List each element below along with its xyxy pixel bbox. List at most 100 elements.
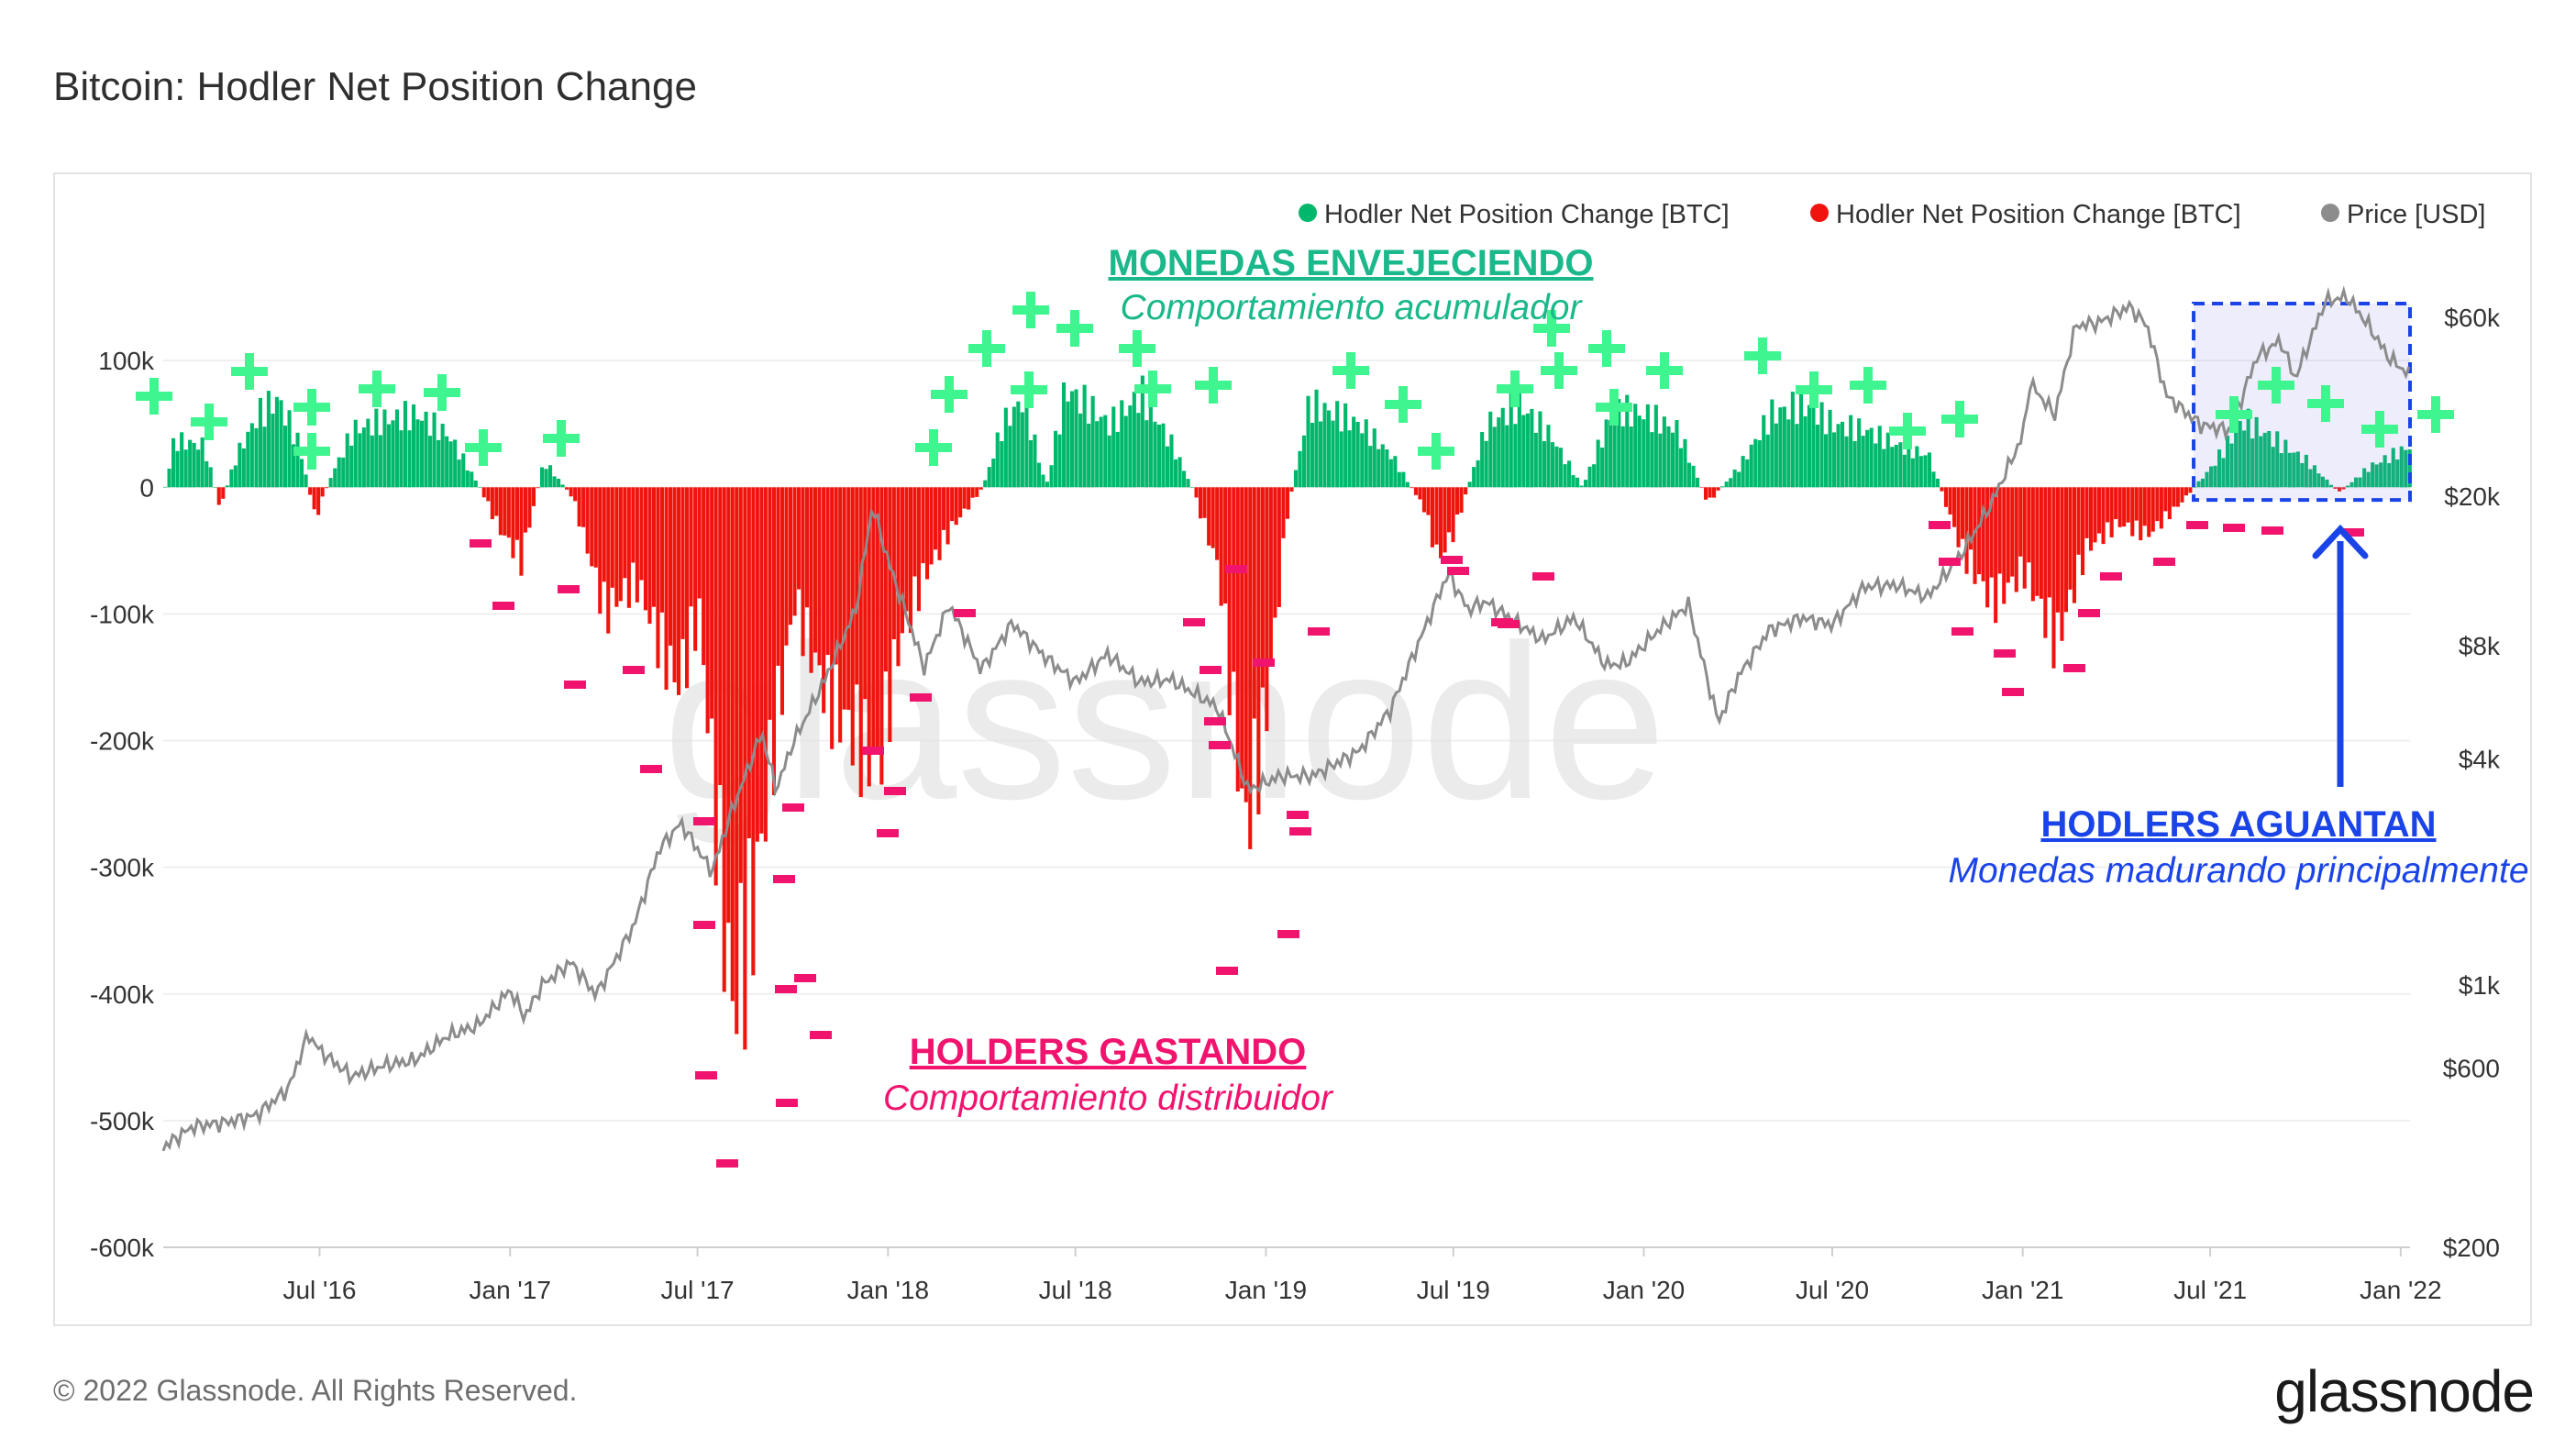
bar-positive bbox=[2275, 431, 2280, 488]
bar-negative bbox=[2081, 487, 2085, 576]
bar-negative bbox=[308, 487, 313, 495]
plus-icon bbox=[359, 371, 395, 407]
price-line bbox=[161, 285, 2411, 1152]
bar-positive bbox=[1666, 426, 1671, 488]
bar-negative bbox=[1434, 487, 1439, 545]
y-right-tick-label: $60k bbox=[2444, 304, 2501, 332]
plus-icon bbox=[2417, 396, 2454, 433]
bar-negative bbox=[2333, 487, 2338, 489]
bar-negative bbox=[2101, 487, 2106, 545]
bar-negative bbox=[614, 487, 619, 607]
bar-positive bbox=[1331, 420, 1335, 488]
bar-positive bbox=[1319, 421, 1323, 488]
bar-negative bbox=[970, 487, 975, 498]
bar-negative bbox=[825, 487, 830, 656]
minus-icon bbox=[1287, 811, 1309, 819]
plus-icon bbox=[1889, 413, 1926, 449]
bar-positive bbox=[1915, 446, 1919, 488]
bar-positive bbox=[1505, 425, 1509, 488]
bar-positive bbox=[2320, 476, 2325, 488]
bar-negative bbox=[2126, 487, 2130, 523]
bar-negative bbox=[1256, 487, 1261, 814]
bar-negative bbox=[2134, 487, 2139, 521]
plus-icon bbox=[915, 429, 952, 466]
bar-positive bbox=[1177, 457, 1182, 488]
bar-positive bbox=[386, 424, 391, 488]
y-left-tick-label: 0 bbox=[139, 473, 154, 502]
bar-negative bbox=[2035, 487, 2040, 596]
bar-negative bbox=[842, 487, 846, 710]
bar-positive bbox=[1633, 404, 1638, 488]
bar-positive bbox=[1753, 438, 1758, 488]
bar-negative bbox=[2047, 487, 2051, 598]
bar-positive bbox=[370, 435, 374, 488]
bar-negative bbox=[888, 487, 892, 742]
bar-positive bbox=[1861, 436, 1865, 488]
bar-negative bbox=[830, 487, 835, 749]
bar-positive bbox=[1380, 444, 1385, 488]
bar-positive bbox=[1770, 399, 1774, 488]
minus-icon bbox=[884, 787, 906, 795]
bar-positive bbox=[2242, 430, 2247, 488]
bar-positive bbox=[1538, 411, 1542, 488]
bar-negative bbox=[743, 487, 747, 1050]
plus-icon bbox=[2361, 411, 2398, 448]
bar-negative bbox=[577, 487, 581, 527]
bar-negative bbox=[610, 487, 614, 588]
bar-positive bbox=[1165, 446, 1169, 488]
bar-positive bbox=[374, 408, 379, 488]
bar-positive bbox=[1173, 459, 1177, 488]
bar-positive bbox=[1554, 446, 1559, 488]
bar-positive bbox=[1811, 406, 1816, 488]
legend-label-negative: Hodler Net Position Change [BTC] bbox=[1836, 200, 2241, 229]
bar-positive bbox=[1898, 442, 1903, 488]
plus-icon bbox=[1588, 330, 1625, 367]
bar-negative bbox=[718, 487, 723, 785]
bar-negative bbox=[320, 487, 325, 497]
bar-positive bbox=[457, 459, 461, 488]
legend-dot-positive bbox=[1299, 204, 1317, 222]
bar-positive bbox=[1600, 448, 1605, 488]
bar-positive bbox=[1148, 396, 1153, 488]
minus-icon bbox=[2002, 688, 2024, 696]
bar-positive bbox=[1741, 456, 1745, 488]
bar-positive bbox=[2395, 459, 2400, 488]
x-tick-label: Jul '20 bbox=[1796, 1276, 1869, 1304]
bar-negative bbox=[486, 487, 491, 502]
bar-positive bbox=[2283, 439, 2288, 488]
bar-positive bbox=[2358, 477, 2362, 488]
bar-positive bbox=[1041, 474, 1045, 488]
bar-positive bbox=[1832, 432, 1837, 488]
bar-negative bbox=[925, 487, 930, 580]
bar-positive bbox=[2267, 431, 2272, 488]
bar-negative bbox=[1948, 487, 1952, 515]
x-tick-label: Jan '21 bbox=[1982, 1276, 2063, 1304]
bar-negative bbox=[883, 487, 888, 672]
bar-positive bbox=[995, 432, 1000, 488]
bar-positive bbox=[266, 391, 271, 488]
bar-negative bbox=[805, 487, 810, 608]
legend-label-positive: Hodler Net Position Change [BTC] bbox=[1324, 200, 1730, 229]
plus-icon bbox=[1533, 310, 1570, 347]
bar-negative bbox=[647, 487, 652, 625]
bar-positive bbox=[1882, 448, 1886, 488]
bar-positive bbox=[1575, 477, 1580, 488]
minus-icon bbox=[2261, 526, 2283, 535]
plus-icon bbox=[1195, 367, 1232, 404]
plus-icon bbox=[231, 353, 268, 390]
bar-positive bbox=[1918, 456, 1923, 488]
bar-positive bbox=[1604, 419, 1609, 488]
bar-positive bbox=[478, 487, 482, 488]
minus-icon bbox=[1994, 649, 2016, 658]
minus-icon bbox=[695, 1071, 717, 1079]
bar-negative bbox=[929, 487, 934, 565]
bar-negative bbox=[631, 487, 636, 563]
bar-negative bbox=[776, 487, 780, 666]
bar-positive bbox=[2200, 478, 2205, 488]
annotation-holders-title: HOLDERS GASTANDO bbox=[910, 1032, 1307, 1072]
bar-positive bbox=[1790, 392, 1795, 488]
bar-positive bbox=[1683, 438, 1687, 488]
bar-positive bbox=[1807, 404, 1811, 488]
bar-positive bbox=[2407, 449, 2412, 488]
bar-positive bbox=[1729, 478, 1733, 488]
